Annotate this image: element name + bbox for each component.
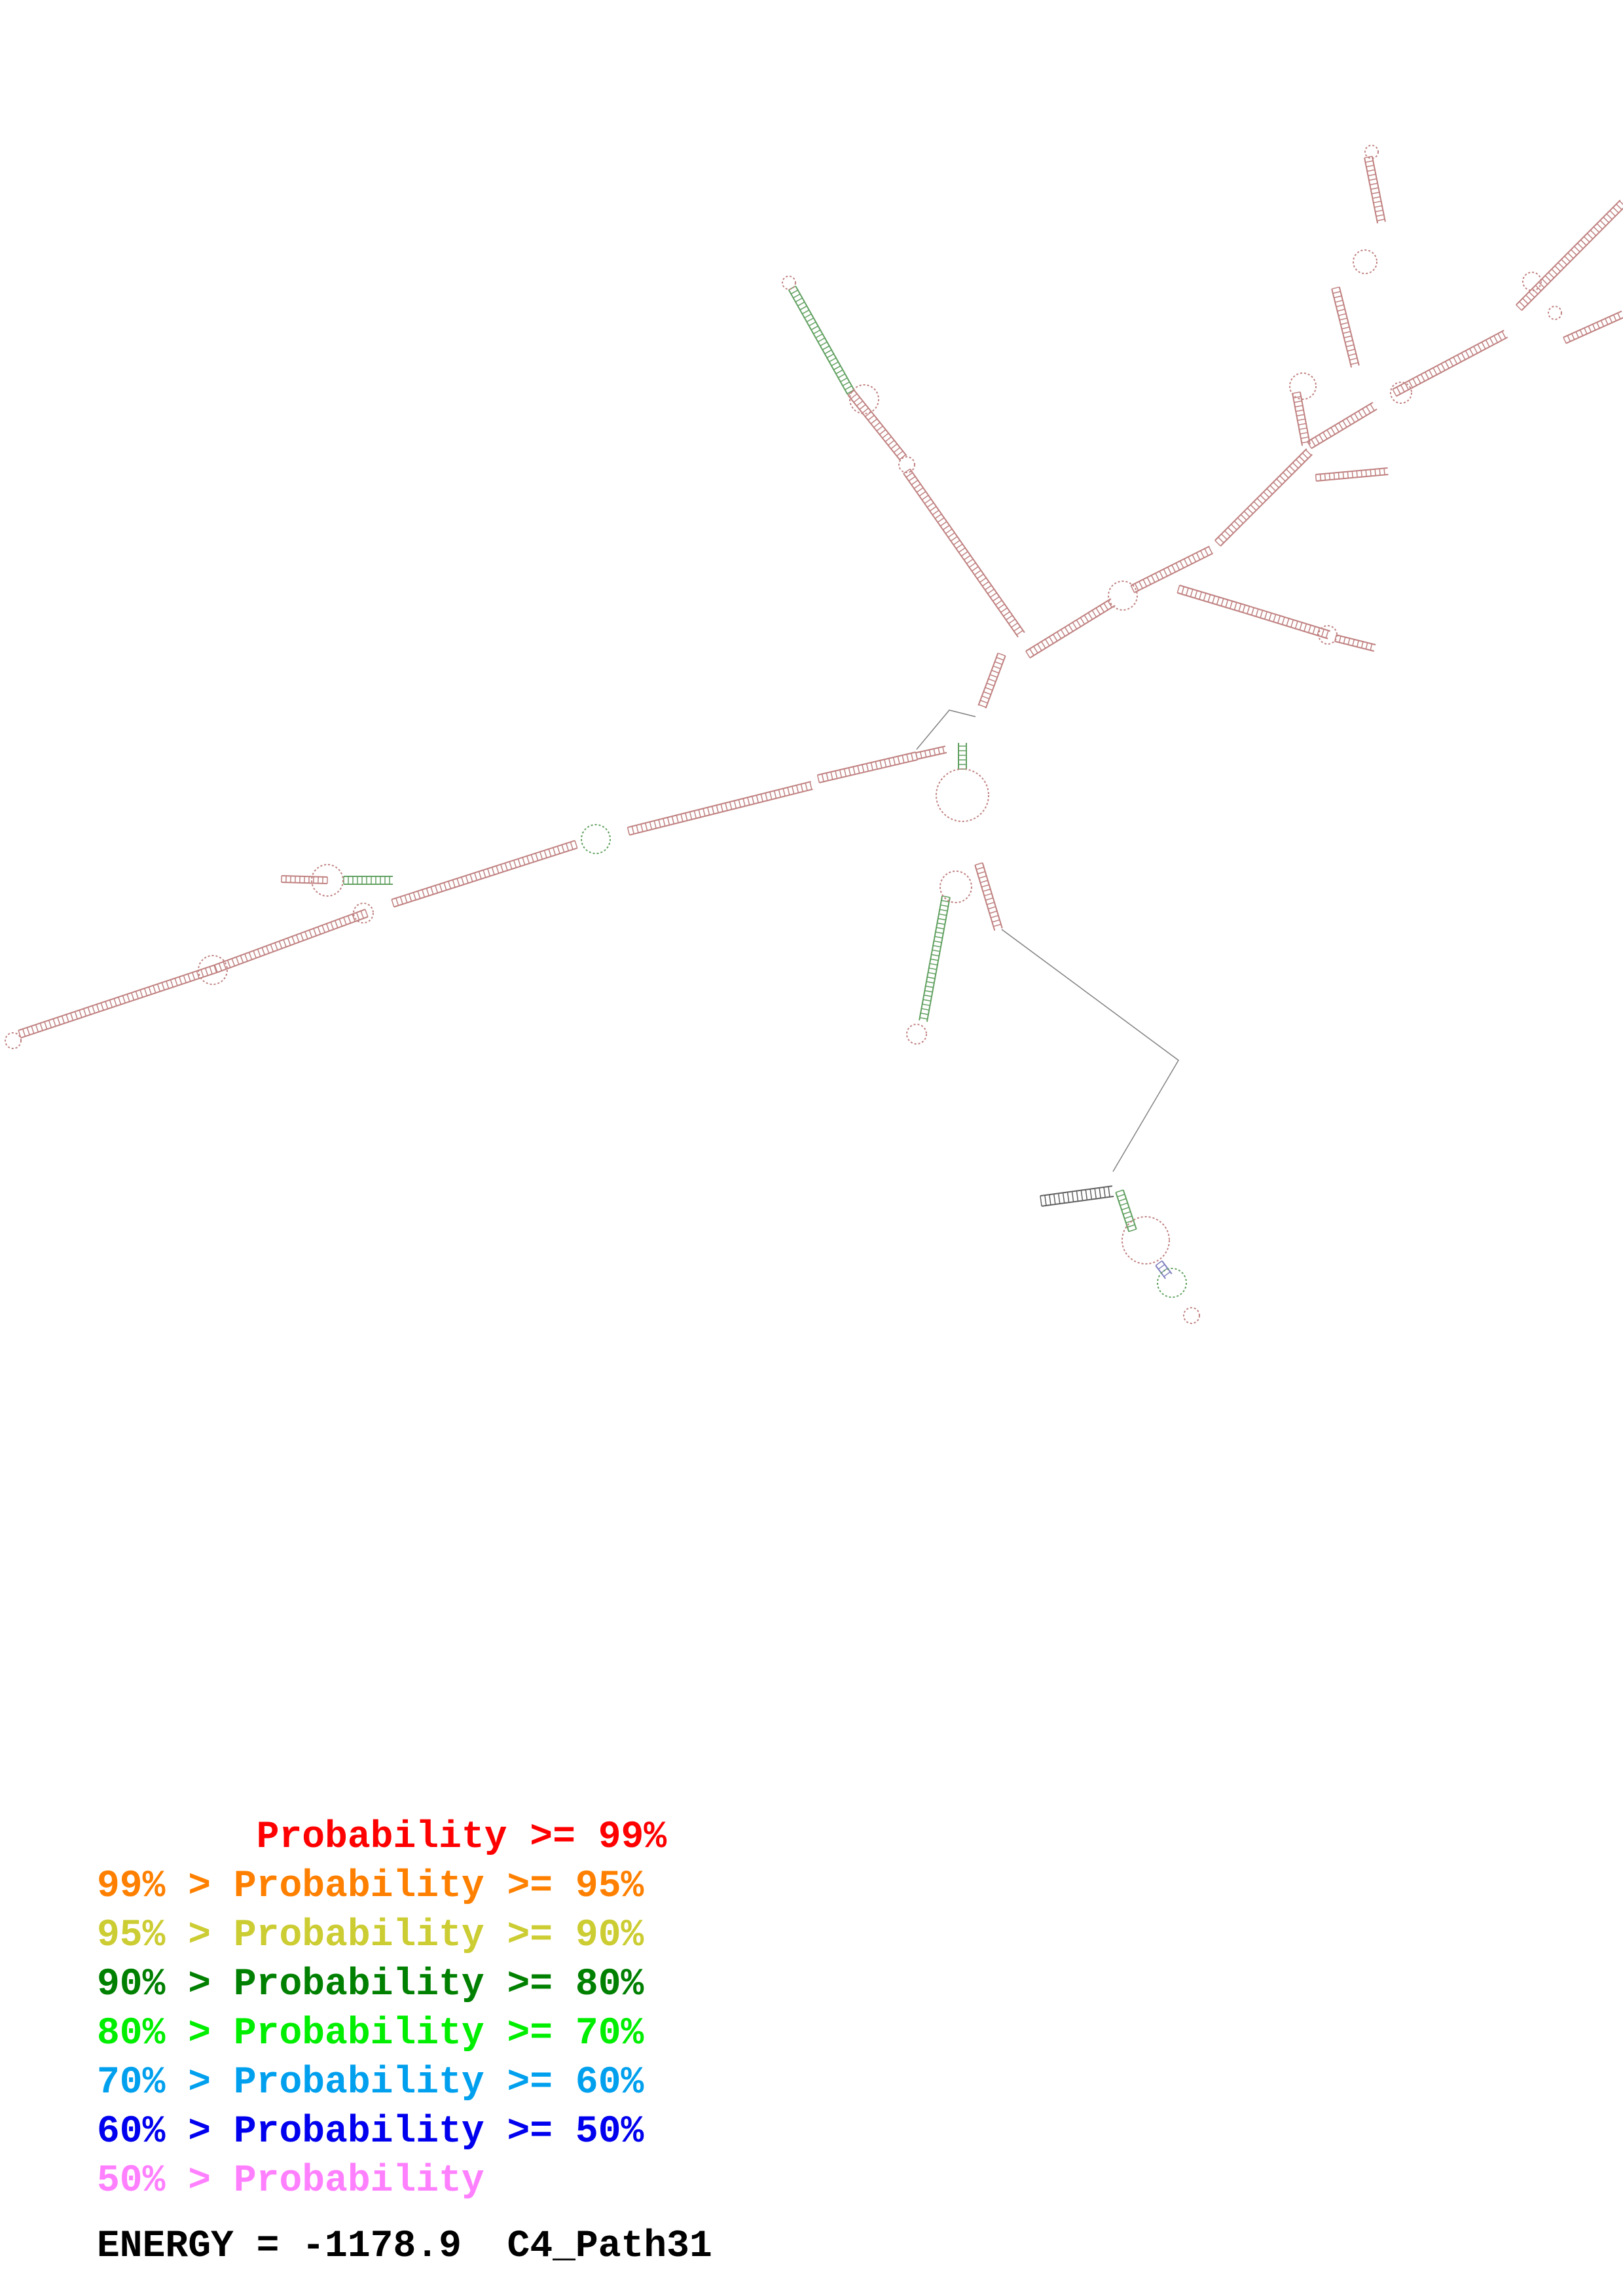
loop-trunk-a — [1108, 581, 1138, 611]
stem-trunk-4 — [1307, 401, 1377, 450]
loop-central-junction — [936, 768, 989, 822]
stem-left-5 — [816, 751, 919, 783]
stem-bottom-fan — [1040, 1185, 1114, 1207]
legend-row-2: 95% > Probability >= 90% — [97, 1914, 644, 1957]
loop-low-left — [906, 1024, 927, 1045]
stem-trunk-3 — [1214, 448, 1313, 547]
stem-rl-1 — [1176, 584, 1246, 613]
link-long — [1001, 929, 1179, 1172]
loop-ul-b — [898, 456, 915, 473]
stem-bottom-2 — [1155, 1260, 1173, 1280]
stem-left-3 — [391, 840, 578, 908]
legend-row-3: 90% > Probability >= 80% — [97, 1964, 644, 2006]
loop-side — [311, 864, 344, 897]
stem-left-2 — [214, 908, 369, 973]
rna-secondary-structure-diagram — [5, 145, 1623, 1324]
backbone-links — [916, 709, 1179, 1172]
stem-to-junction — [915, 745, 947, 760]
legend-row-6: 60% > Probability >= 50% — [97, 2111, 644, 2153]
stem-left-1 — [18, 964, 218, 1039]
stem-bottom-1 — [1115, 1189, 1137, 1232]
loop-up-a — [1353, 249, 1377, 274]
stem-side-hairpin — [281, 875, 328, 884]
loop-trunk-c — [1548, 306, 1562, 320]
stem-junction-top — [958, 743, 967, 770]
stem-rl-3 — [1334, 634, 1376, 652]
stem-side-green — [343, 876, 393, 885]
stem-left-4 — [627, 781, 813, 836]
loop-rl — [1318, 625, 1338, 645]
loop-bottom-a — [1122, 1216, 1170, 1265]
stem-up-2 — [1331, 286, 1360, 368]
loop-up-b — [1289, 372, 1317, 400]
loop-left-c — [581, 824, 611, 854]
legend-row-0: Probability >= 99% — [97, 1816, 667, 1859]
loop-up-end — [1364, 145, 1379, 159]
stem-ul-3 — [903, 468, 1025, 638]
legend-row-4: 80% > Probability >= 70% — [97, 2013, 644, 2055]
stem-up-1 — [1364, 156, 1386, 224]
stem-up-side — [1315, 467, 1389, 482]
stem-trunk-2 — [1130, 545, 1214, 594]
stem-rl-2 — [1242, 604, 1331, 639]
stem-low-right — [974, 862, 1003, 931]
hairpin-loops — [5, 145, 1562, 1324]
stem-center-up — [977, 653, 1006, 709]
energy-footer: ENERGY = -1178.9 C4_Path31 — [97, 2225, 712, 2268]
loop-trunk-d — [1522, 272, 1542, 291]
legend-row-5: 70% > Probability >= 60% — [97, 2062, 644, 2104]
loop-left-end — [5, 1032, 22, 1049]
loop-bottom-b — [1157, 1268, 1187, 1298]
structure-name: C4_Path31 — [507, 2225, 712, 2268]
energy-value: ENERGY = -1178.9 — [97, 2225, 462, 2268]
probability-legend: Probability >= 99% 99% > Probability >= 9… — [97, 1813, 666, 2206]
legend-row-7: 50% > Probability — [97, 2160, 484, 2202]
link-junction — [916, 709, 976, 750]
loop-left-b — [353, 903, 374, 924]
stem-low-left — [919, 895, 951, 1022]
loop-bottom-c — [1183, 1307, 1200, 1324]
loop-trunk-b — [1390, 382, 1412, 404]
loop-ul-end — [782, 276, 796, 290]
stem-trunk-7 — [1563, 310, 1623, 344]
helix-stems — [18, 156, 1623, 1280]
loop-ul-a — [849, 384, 879, 414]
stem-ul-2 — [847, 389, 907, 461]
stem-trunk-1 — [1025, 598, 1116, 658]
loop-left-a — [198, 955, 228, 985]
stem-trunk-5 — [1392, 329, 1508, 397]
stem-ul-1 — [788, 285, 856, 395]
stem-trunk-6 — [1516, 200, 1623, 311]
stem-up-3 — [1292, 391, 1311, 446]
legend-row-1: 99% > Probability >= 95% — [97, 1865, 644, 1908]
loop-central-lower — [939, 870, 972, 903]
